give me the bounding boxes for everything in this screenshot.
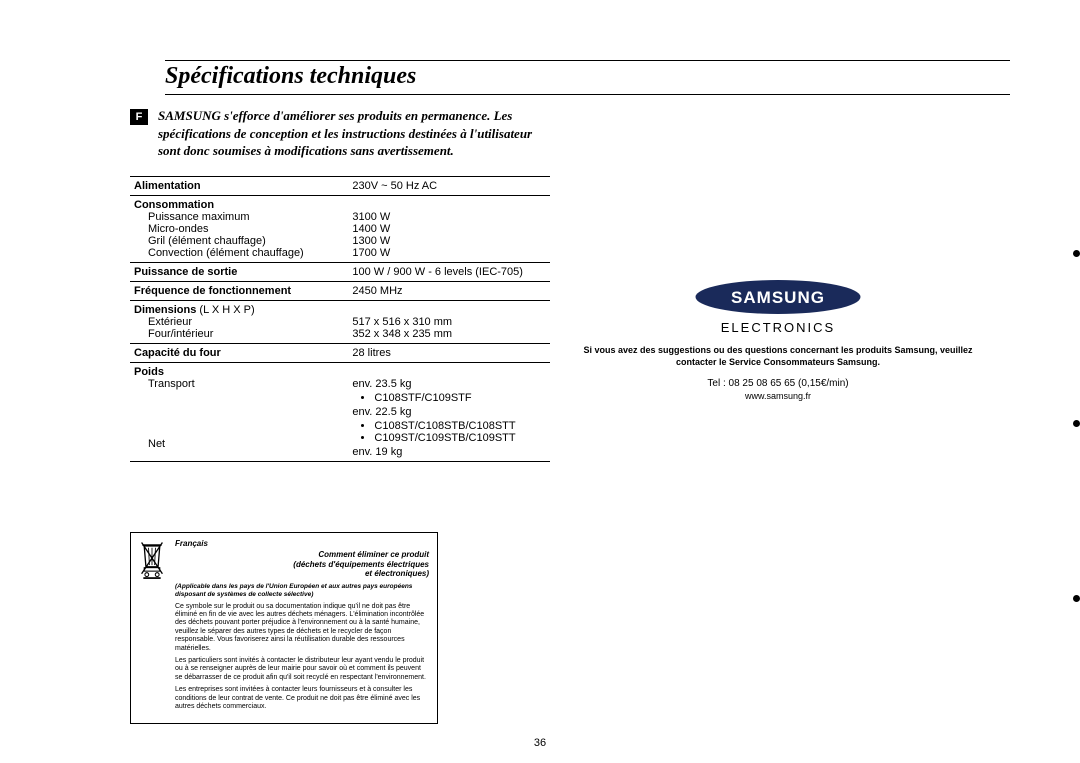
disposal-title: (déchets d'équipements électriques [293,560,429,569]
spec-sublabel: Micro-ondes [134,223,344,235]
spec-value: env. 23.5 kg [352,378,411,390]
table-row: Consommation Puissance maximum Micro-ond… [130,195,550,262]
model-item: C109ST/C109STB/C109STT [374,432,546,444]
spec-sublabel: Transport [134,378,344,390]
disposal-text: Les entreprises sont invitées à contacte… [175,686,429,711]
spec-value: 100 W / 900 W - 6 levels (IEC-705) [348,262,550,281]
spec-value: 3100 W [352,211,390,223]
spec-sublabel: Gril (élément chauffage) [134,235,344,247]
contact-url: www.samsung.fr [578,391,978,401]
spec-sublabel: Extérieur [134,316,344,328]
language-badge: F [130,109,148,125]
punch-dot-icon [1073,420,1080,427]
table-row: Fréquence de fonctionnement 2450 MHz [130,281,550,300]
punch-dot-icon [1073,595,1080,602]
spec-value: 1700 W [352,247,390,259]
table-row: Alimentation 230V ~ 50 Hz AC [130,176,550,195]
disposal-title: Comment éliminer ce produit [318,550,429,559]
table-row: Puissance de sortie 100 W / 900 W - 6 le… [130,262,550,281]
punch-holes [1070,0,1080,763]
disposal-language: Français [175,539,429,549]
spec-sublabel: Convection (élément chauffage) [134,247,344,259]
disposal-text: Les particuliers sont invités à contacte… [175,657,429,682]
table-row: Dimensions (L X H X P) Extérieur Four/in… [130,300,550,343]
punch-dot-icon [1073,250,1080,257]
spec-value: env. 22.5 kg [352,406,411,418]
spec-label: Fréquence de fonctionnement [134,285,291,297]
spec-label: Capacité du four [134,347,221,359]
disposal-box: Français Comment éliminer ce produit (dé… [130,532,438,725]
spec-label: Alimentation [134,180,201,192]
spec-label-suffix: (L X H X P) [199,304,254,316]
spec-label: Poids [134,366,164,378]
disposal-title: et électroniques) [365,569,429,578]
table-row: Capacité du four 28 litres [130,343,550,362]
spec-value: 1300 W [352,235,390,247]
spec-sublabel: Four/intérieur [134,328,344,340]
spec-sublabel: Puissance maximum [134,211,344,223]
samsung-logo-icon: SAMSUNG [578,277,978,322]
page-title: Spécifications techniques [165,60,1010,95]
spec-value: 230V ~ 50 Hz AC [348,176,550,195]
table-row: Poids Transport Net env. 23.5 kg C108STF… [130,362,550,461]
spec-value: 28 litres [348,343,550,362]
spec-value: env. 19 kg [352,446,402,458]
disposal-applicable: (Applicable dans les pays de l'Union Eur… [175,583,429,599]
spec-value: 2450 MHz [348,281,550,300]
left-column: F SAMSUNG s'efforce d'améliorer ses prod… [130,107,550,724]
contact-note: Si vous avez des suggestions ou des ques… [578,345,978,368]
model-item: C108STF/C109STF [374,392,546,404]
contact-tel: Tel : 08 25 08 65 65 (0,15€/min) [578,378,978,389]
spec-value: 517 x 516 x 310 mm [352,316,452,328]
spec-sublabel: Net [134,438,344,450]
model-item: C108ST/C108STB/C108STT [374,420,546,432]
spec-label: Dimensions [134,304,196,316]
brand-subtitle: ELECTRONICS [578,320,978,335]
disposal-text: Ce symbole sur le produit ou sa document… [175,603,429,653]
svg-text:SAMSUNG: SAMSUNG [731,288,825,307]
page-number: 36 [0,737,1080,749]
intro-text: SAMSUNG s'efforce d'améliorer ses produi… [158,107,550,160]
spec-label: Consommation [134,199,214,211]
spec-value: 352 x 348 x 235 mm [352,328,452,340]
weee-bin-icon [139,539,167,716]
spec-table: Alimentation 230V ~ 50 Hz AC Consommatio… [130,176,550,462]
right-column: SAMSUNG ELECTRONICS Si vous avez des sug… [578,107,978,724]
spec-value: 1400 W [352,223,390,235]
spec-label: Puissance de sortie [134,266,237,278]
